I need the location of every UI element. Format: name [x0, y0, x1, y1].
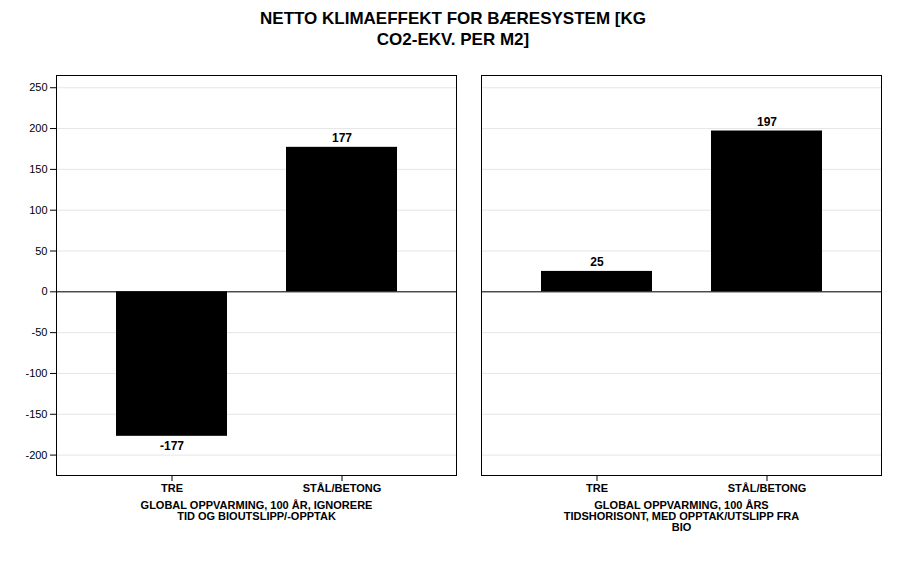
svg-text:197: 197: [757, 115, 777, 129]
svg-text:-177: -177: [160, 438, 184, 452]
svg-text:STÅL/BETONG: STÅL/BETONG: [728, 482, 807, 494]
svg-text:TRE: TRE: [586, 482, 608, 494]
svg-text:100: 100: [29, 203, 47, 215]
svg-text:177: 177: [332, 131, 352, 145]
svg-text:25: 25: [590, 255, 604, 269]
svg-text:GLOBAL OPPVARMING, 100 ÅR, IGN: GLOBAL OPPVARMING, 100 ÅR, IGNORERETID O…: [141, 499, 373, 522]
svg-text:-200: -200: [25, 448, 47, 460]
svg-text:TRE: TRE: [161, 482, 183, 494]
svg-text:-100: -100: [25, 366, 47, 378]
svg-text:-50: -50: [32, 326, 48, 338]
html-text:NETTO KLIMAEFFEKT FOR BÆRESYST: NETTO KLIMAEFFEKT FOR BÆRESYSTEM [KG CO2…: [260, 9, 646, 50]
svg-text:-150: -150: [25, 407, 47, 419]
svg-text:150: 150: [29, 162, 47, 174]
svg-text:50: 50: [35, 244, 47, 256]
svg-text:200: 200: [29, 122, 47, 134]
svg-text:250: 250: [29, 81, 47, 93]
svg-text:STÅL/BETONG: STÅL/BETONG: [303, 482, 382, 494]
svg-text:0: 0: [41, 285, 47, 297]
svg-text:GLOBAL OPPVARMING, 100 ÅRSTIDS: GLOBAL OPPVARMING, 100 ÅRSTIDSHORISONT, …: [564, 499, 800, 533]
